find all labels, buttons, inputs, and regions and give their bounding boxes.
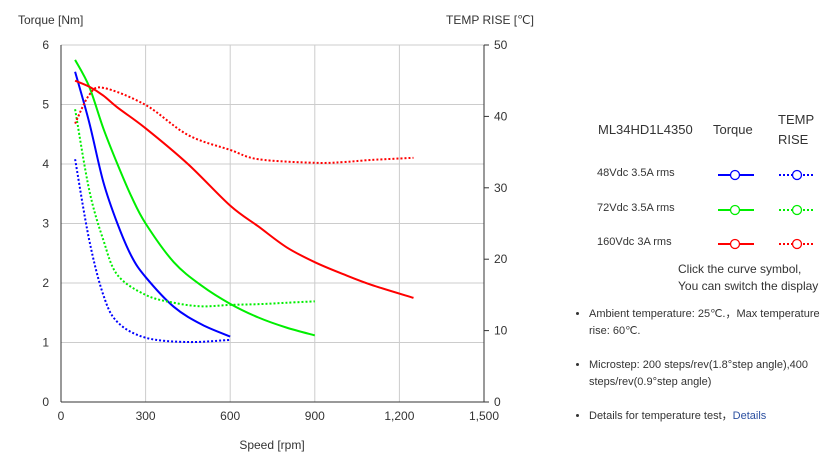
legend-row-72v: 72Vdc 3.5A rms [597, 202, 675, 214]
legend-symbol-torque-2[interactable] [718, 237, 754, 250]
hint-line-2: You can switch the display [678, 279, 819, 293]
legend-temp-header: TEMP RISE [778, 112, 814, 147]
legend-symbol-torque-0[interactable] [718, 168, 754, 181]
series-torque-2[interactable] [74, 59, 316, 337]
y-axis-title: Torque [Nm] [18, 13, 83, 27]
y2-axis-title: TEMP RISE [℃] [446, 13, 534, 27]
note-details-text: Details for temperature test， [589, 410, 733, 422]
x-tick-label: 300 [136, 409, 156, 423]
y2-tick-label: 0 [494, 395, 501, 409]
y2-tick-label: 30 [494, 181, 508, 195]
y2-tick-label: 40 [494, 109, 508, 123]
series-temp-5[interactable] [74, 86, 414, 164]
series-temp-1[interactable] [74, 159, 231, 344]
hint-line-1: Click the curve symbol, [678, 262, 802, 276]
note-details: Details for temperature test，Details [589, 408, 832, 425]
x-tick-label: 1,200 [384, 409, 414, 423]
notes-list: Ambient temperature: 25℃.，Max temperatur… [575, 306, 832, 442]
legend-row-160v: 160Vdc 3A rms [597, 236, 672, 248]
x-tick-label: 1,500 [469, 409, 499, 423]
legend-symbol-torque-1[interactable] [718, 203, 754, 216]
y-tick-label: 1 [42, 336, 49, 350]
y-tick-label: 3 [42, 217, 49, 231]
series-torque-4[interactable] [74, 79, 414, 299]
y-tick-label: 0 [42, 395, 49, 409]
y2-tick-label: 50 [494, 38, 508, 52]
x-tick-label: 600 [220, 409, 240, 423]
x-tick-label: 0 [58, 409, 65, 423]
legend-symbol-temp-2[interactable] [779, 237, 815, 250]
legend-symbol-temp-0[interactable] [779, 168, 815, 181]
legend-hint: Click the curve symbol, You can switch t… [678, 261, 818, 295]
series-torque-0[interactable] [74, 71, 231, 338]
details-link[interactable]: Details [732, 410, 767, 422]
legend-row-48v: 48Vdc 3.5A rms [597, 167, 675, 179]
legend-symbol-temp-1[interactable] [779, 203, 815, 216]
y-tick-label: 4 [42, 157, 49, 171]
legend-model: ML34HD1L4350 [598, 122, 693, 137]
y-tick-label: 2 [42, 276, 49, 290]
y-tick-label: 5 [42, 98, 49, 112]
y2-tick-label: 20 [494, 252, 508, 266]
x-axis-title: Speed [rpm] [239, 438, 304, 452]
note-ambient: Ambient temperature: 25℃.，Max temperatur… [589, 306, 832, 340]
note-microstep: Microstep: 200 steps/rev(1.8°step angle)… [589, 357, 832, 391]
y-tick-label: 6 [42, 38, 49, 52]
x-tick-label: 900 [305, 409, 325, 423]
legend-torque-header: Torque [713, 122, 753, 137]
y2-tick-label: 10 [494, 324, 508, 338]
